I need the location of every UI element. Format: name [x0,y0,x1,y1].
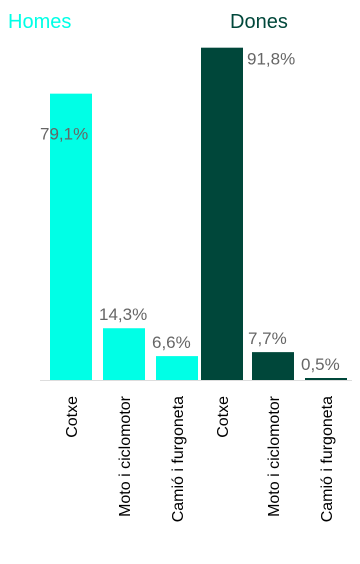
group-title-homes: Homes [8,11,71,33]
bar-homes-2 [103,328,145,380]
value-label-dones-2: 7,7% [248,329,287,348]
bar-dones-3 [305,378,347,380]
value-label-homes-1: 79,1% [40,125,88,144]
bar-homes-1 [50,93,92,381]
value-label-dones-3: 0,5% [301,355,340,374]
category-label-homes-3: Camió i furgoneta [170,396,187,522]
category-label-dones-2: Moto i ciclomotor [266,395,283,517]
bar-dones-2 [252,352,294,380]
category-label-homes-2: Moto i ciclomotor [117,395,134,517]
group-title-dones: Dones [230,11,288,33]
chart-marks: 79,1% Cotxe 14,3% Moto i ciclomotor 6,6% Cami… [40,47,347,522]
bar-homes-3 [156,356,198,380]
category-label-dones-3: Camió i furgoneta [319,396,336,522]
value-label-homes-2: 14,3% [99,305,147,324]
bar-dones-1 [201,47,243,381]
category-label-homes-1: Cotxe [64,396,81,438]
category-label-dones-1: Cotxe [215,396,232,438]
value-label-dones-1: 91,8% [247,50,295,69]
value-label-homes-3: 6,6% [152,333,191,352]
